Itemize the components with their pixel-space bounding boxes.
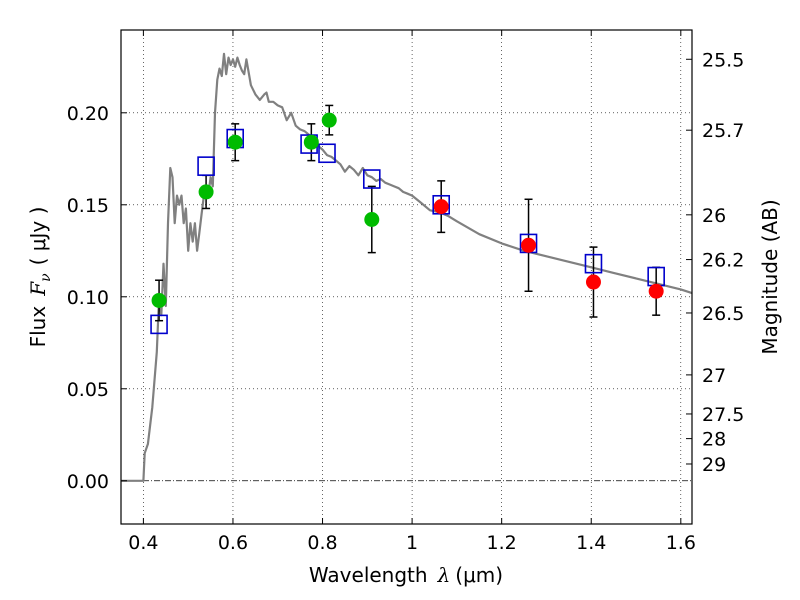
- y-tick-label: 0.20: [67, 103, 109, 125]
- green-data-point: [227, 134, 243, 150]
- green-data-point: [303, 134, 319, 150]
- y-axis-title: FluxFν( μJy ): [26, 207, 54, 348]
- x-tick-label: 0.6: [218, 532, 248, 554]
- mag-tick-label: 25.7: [702, 120, 744, 142]
- y-tick-label: 0.15: [67, 195, 109, 217]
- right-axis-title: Magnitude (AB): [758, 199, 782, 354]
- x-tick-label: 0.4: [128, 532, 158, 554]
- x-tick-label: 1.6: [666, 532, 696, 554]
- green-data-point: [364, 212, 380, 228]
- red-data-point: [521, 237, 537, 253]
- green-data-point: [321, 112, 337, 128]
- model-sed-line: [121, 52, 693, 482]
- mag-tick-label: 26.2: [702, 250, 744, 272]
- x-axis-title: Wavelength λ (μm): [309, 563, 503, 587]
- model-band-square: [197, 156, 215, 176]
- mag-tick-label: 27: [702, 365, 726, 387]
- x-tick-label: 1.4: [576, 532, 606, 554]
- model-band-square: [584, 253, 603, 274]
- mag-tick-label: 26: [702, 205, 726, 227]
- red-data-point: [585, 274, 601, 290]
- y-tick-label: 0.10: [67, 287, 109, 309]
- model-band-square: [150, 314, 168, 335]
- mag-tick-label: 27.5: [702, 404, 744, 426]
- model-band-square: [362, 169, 381, 189]
- y-tick-label: 0.05: [67, 379, 109, 401]
- green-data-point: [198, 184, 214, 200]
- mag-tick-label: 29: [702, 454, 726, 476]
- x-tick-label: 1: [406, 532, 418, 554]
- plot-frame: [120, 29, 693, 525]
- model-band-square: [318, 143, 336, 164]
- green-data-point: [151, 292, 167, 308]
- x-tick-label: 0.8: [307, 532, 337, 554]
- red-data-point: [433, 199, 449, 215]
- axis-ticks: 0.4 0.6 0.8 1 1.2 1.4 1.6 0.00 0.05 0.10 0.15 0.20 2…: [67, 30, 744, 554]
- red-data-point: [648, 283, 664, 299]
- grid-lines: [121, 30, 692, 524]
- mag-tick-label: 25.5: [702, 49, 744, 71]
- mag-tick-label: 28: [702, 429, 726, 451]
- plot-series: [121, 52, 693, 482]
- x-tick-label: 1.2: [487, 532, 517, 554]
- y-tick-label: 0.00: [67, 471, 109, 493]
- mag-tick-label: 26.5: [702, 303, 744, 325]
